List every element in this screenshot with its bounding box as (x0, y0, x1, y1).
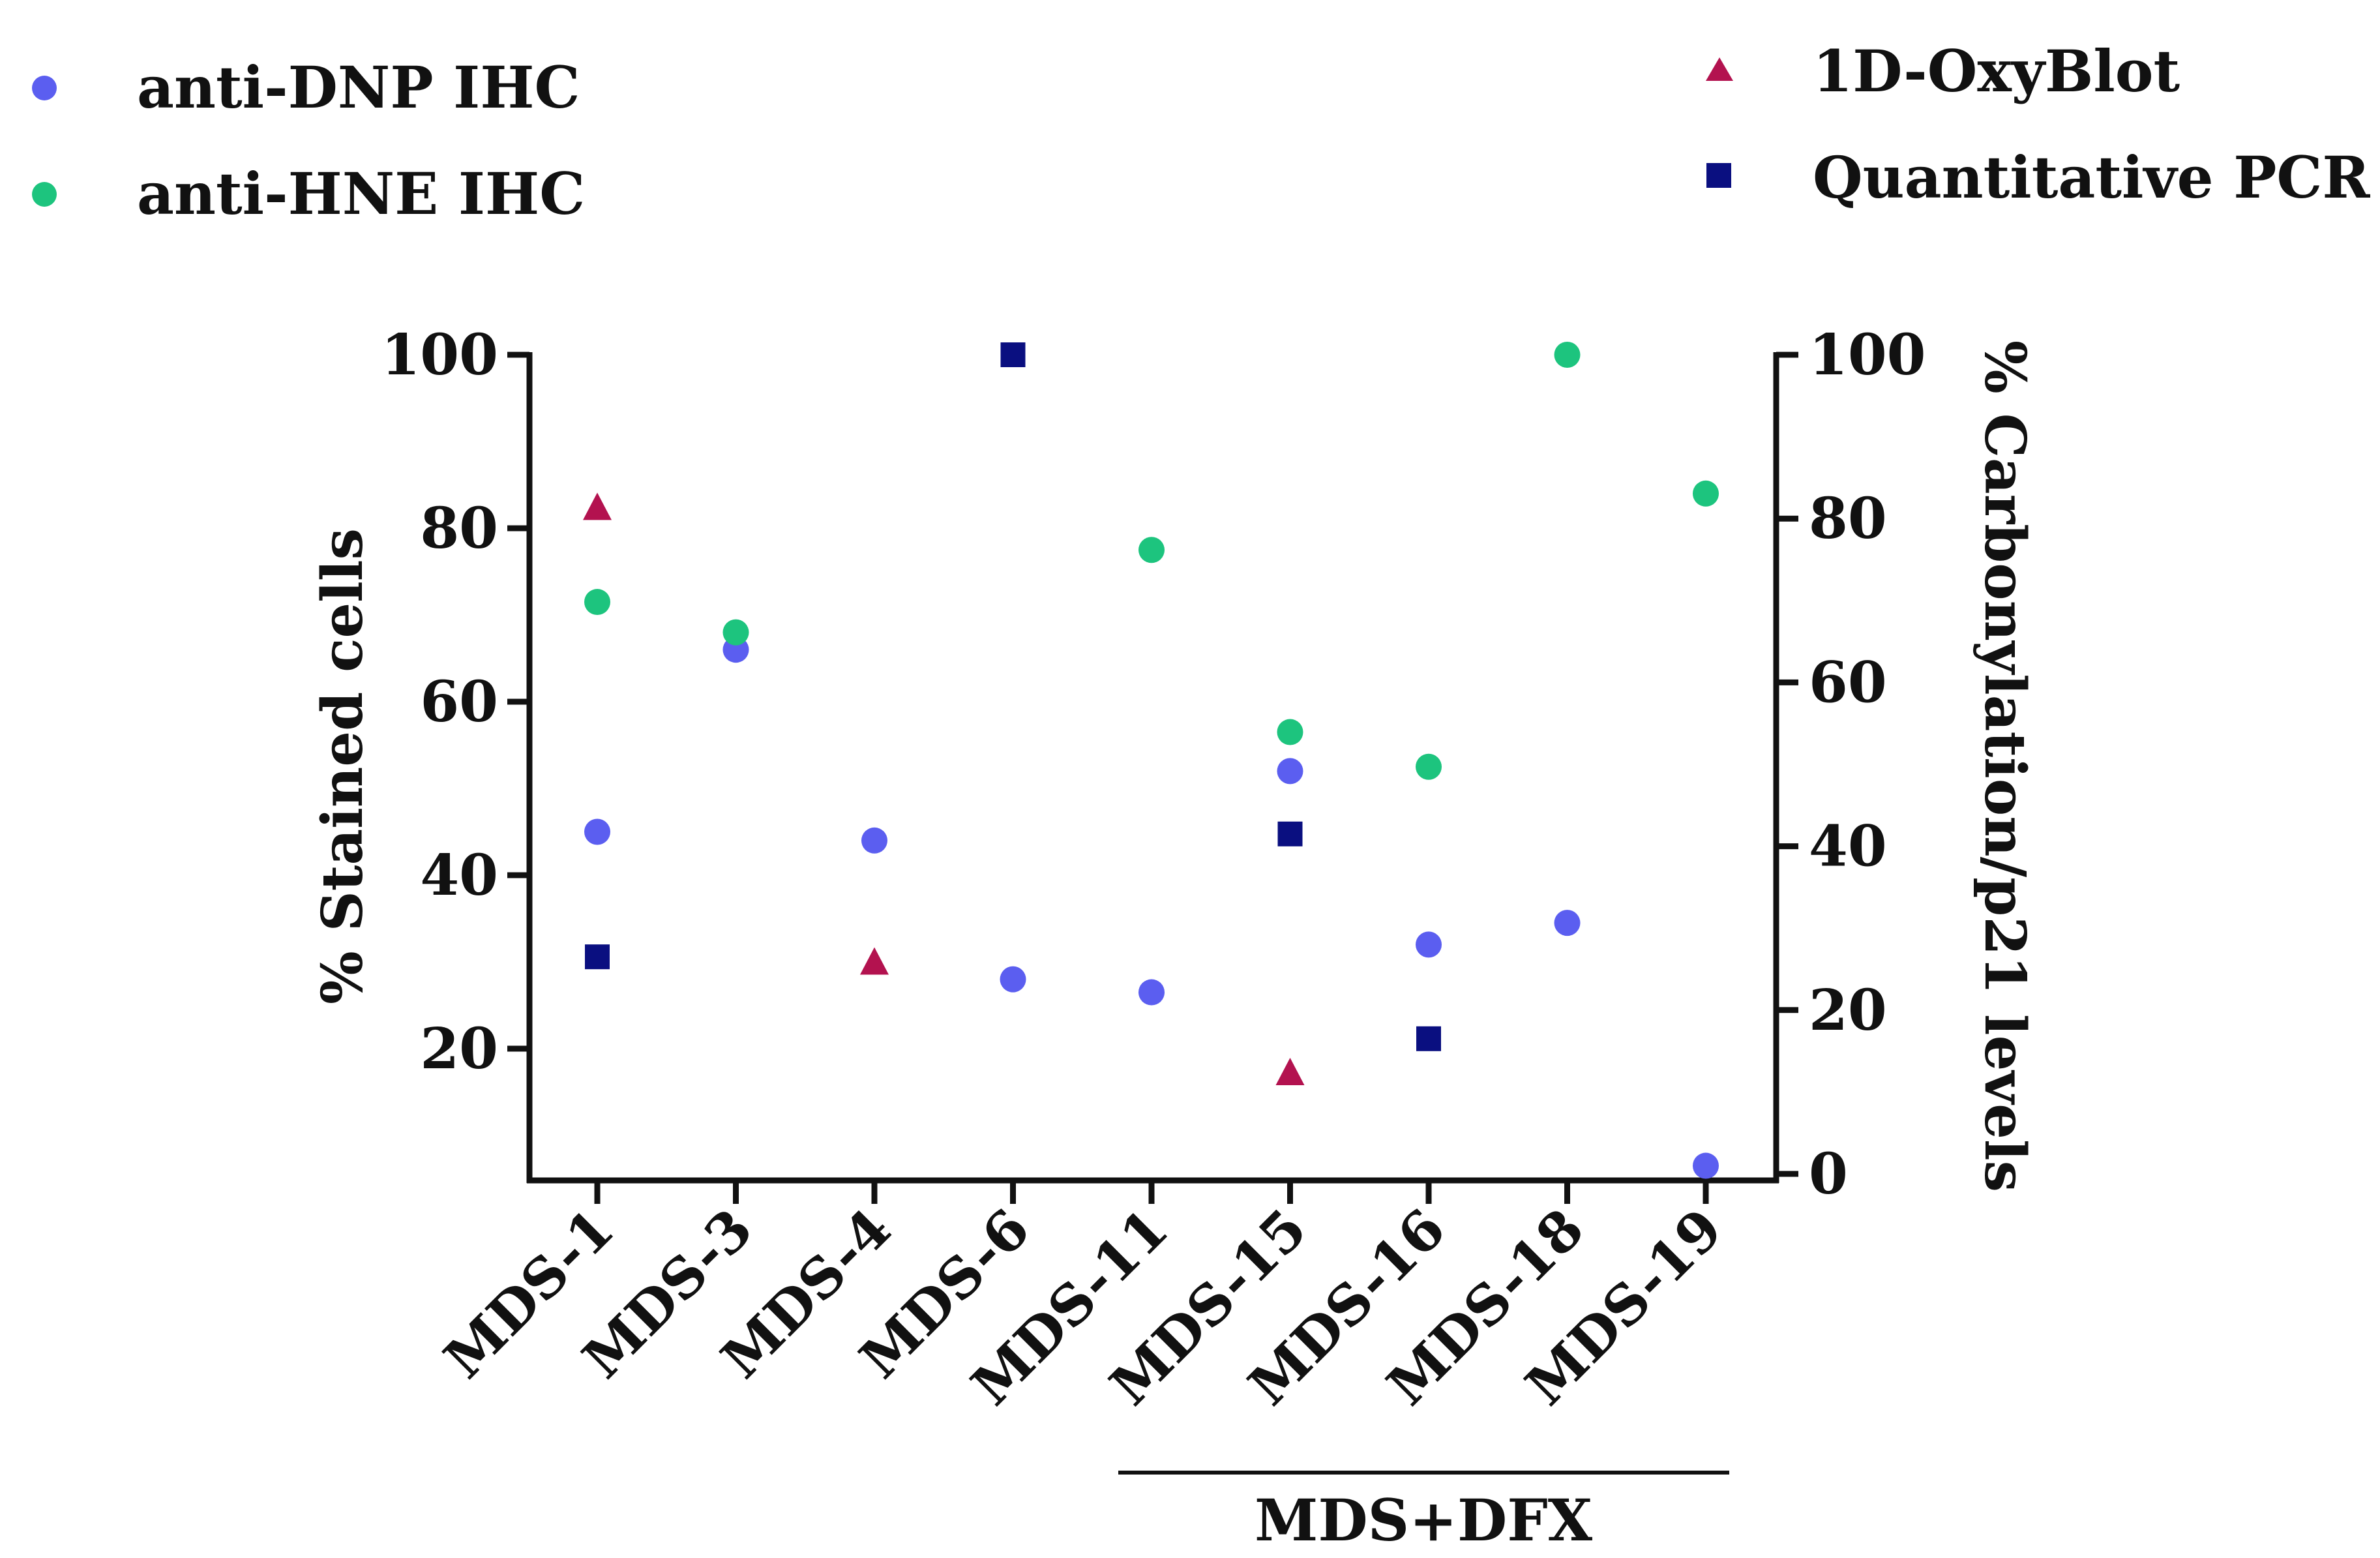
point-anti-dnp-ihc-mds-11 (1138, 979, 1165, 1006)
point-anti-dnp-ihc-mds-16 (1416, 931, 1442, 958)
point-anti-dnp-ihc-mds-19 (1693, 1152, 1719, 1179)
point-anti-hne-ihc-mds-16 (1416, 753, 1442, 780)
data-points (583, 342, 1719, 1179)
legend-marker-anti-hne (32, 182, 57, 207)
y-left-tick-label: 100 (381, 322, 498, 388)
y-axis-left-title: % Stained cells (310, 528, 376, 1004)
legend-label-anti-hne: anti-HNE IHC (137, 160, 585, 228)
point-anti-dnp-ihc-mds-18 (1554, 910, 1581, 936)
legend-label-anti-dnp: anti-DNP IHC (137, 53, 580, 121)
y-right-tick-label: 0 (1809, 1141, 1848, 1207)
legend-label-qpcr: Quantitative PCR (1813, 143, 2370, 211)
point-quantitative-pcr-mds-1 (585, 944, 610, 970)
point-anti-dnp-ihc-mds-6 (1000, 966, 1026, 993)
point-anti-dnp-ihc-mds-15 (1277, 758, 1303, 785)
y-right-tick-label: 100 (1809, 322, 1926, 388)
point-anti-hne-ihc-mds-15 (1277, 719, 1303, 745)
point-quantitative-pcr-mds-6 (1000, 342, 1026, 367)
point-1d-oxyblot-mds-1 (583, 492, 612, 520)
point-anti-hne-ihc-mds-19 (1693, 480, 1719, 507)
point-quantitative-pcr-mds-16 (1416, 1026, 1441, 1051)
group-label: MDS+DFX (1255, 1486, 1593, 1554)
legend-marker-anti-dnp (32, 76, 57, 100)
legend: anti-DNP IHC anti-HNE IHC 1D-OxyBlot Qua… (32, 37, 2370, 228)
y-left-tick-label: 20 (420, 1016, 498, 1082)
point-anti-hne-ihc-mds-3 (722, 619, 749, 646)
axes: 20 40 60 80 100 0 20 40 60 80 100 (381, 322, 1926, 1207)
legend-marker-qpcr (1706, 163, 1731, 188)
point-anti-dnp-ihc-mds-1 (584, 818, 610, 845)
point-anti-hne-ihc-mds-1 (584, 589, 610, 616)
y-axis-right-title: % Carbonylation/p21 levels (1972, 340, 2038, 1192)
y-left-tick-label: 80 (420, 496, 498, 562)
y-right-tick-label: 60 (1809, 650, 1887, 715)
point-1d-oxyblot-mds-15 (1275, 1058, 1305, 1085)
y-right-tick-label: 40 (1809, 814, 1887, 880)
point-anti-dnp-ihc-mds-4 (861, 827, 887, 854)
point-anti-hne-ihc-mds-18 (1554, 342, 1581, 368)
y-left-tick-label: 60 (420, 669, 498, 735)
legend-label-oxyblot: 1D-OxyBlot (1813, 37, 2180, 105)
point-anti-hne-ihc-mds-11 (1138, 537, 1165, 563)
point-1d-oxyblot-mds-4 (860, 947, 889, 975)
legend-marker-oxyblot (1706, 57, 1733, 81)
y-right-tick-label: 80 (1809, 486, 1887, 552)
point-quantitative-pcr-mds-15 (1277, 821, 1303, 846)
y-left-tick-label: 40 (420, 843, 498, 908)
y-right-tick-label: 20 (1809, 978, 1887, 1043)
